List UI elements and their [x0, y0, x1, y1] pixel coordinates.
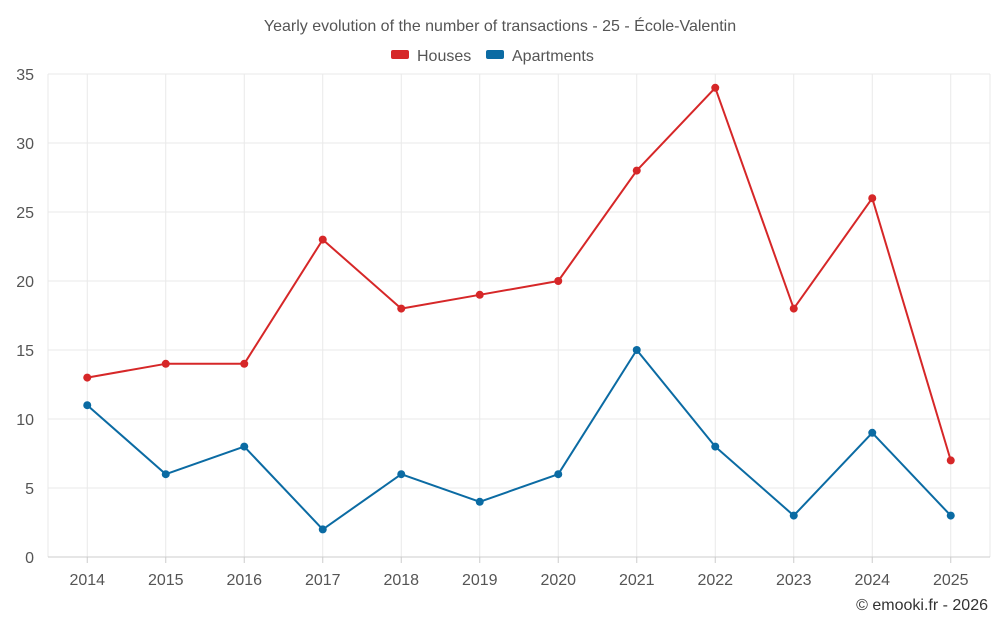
- data-point-apartments[interactable]: [161, 470, 170, 479]
- credit-text: © emooki.fr - 2026: [856, 597, 988, 614]
- y-tick-label: 0: [25, 550, 34, 567]
- series-line-apartments: [86, 349, 952, 531]
- legend-label-apartments: Apartments: [512, 48, 594, 65]
- x-tick-label: 2017: [305, 572, 341, 589]
- x-tick-label: 2016: [226, 572, 262, 589]
- x-tick-label: 2019: [462, 572, 498, 589]
- series-line-houses: [87, 86, 952, 461]
- y-tick-label: 20: [16, 274, 34, 291]
- x-tick-label: 2014: [69, 572, 105, 589]
- data-point-apartments[interactable]: [789, 511, 798, 520]
- x-tick-label: 2018: [383, 572, 419, 589]
- x-tick-label: 2025: [933, 572, 969, 589]
- data-point-apartments[interactable]: [83, 401, 92, 410]
- data-point-houses[interactable]: [789, 304, 798, 313]
- x-tick-label: 2023: [776, 572, 812, 589]
- y-tick-label: 25: [16, 205, 34, 222]
- data-point-apartments[interactable]: [946, 511, 955, 520]
- data-point-apartments[interactable]: [868, 428, 877, 437]
- data-point-houses[interactable]: [946, 456, 955, 465]
- data-point-apartments[interactable]: [318, 525, 327, 534]
- data-point-apartments[interactable]: [632, 346, 641, 354]
- data-point-houses[interactable]: [240, 359, 249, 368]
- chart-title: Yearly evolution of the number of transa…: [264, 16, 736, 35]
- y-tick-label: 35: [16, 67, 34, 84]
- data-point-apartments[interactable]: [240, 442, 249, 451]
- legend-swatch-apartments: [486, 50, 504, 59]
- grid: [47, 73, 991, 558]
- legend-item-houses[interactable]: Houses: [391, 48, 471, 65]
- x-tick-label: 2024: [854, 572, 890, 589]
- x-tick-label: 2015: [148, 572, 184, 589]
- x-tick-label: 2020: [540, 572, 576, 589]
- data-point-houses[interactable]: [632, 166, 641, 175]
- data-point-houses[interactable]: [711, 83, 720, 92]
- y-tick-label: 15: [16, 343, 34, 360]
- y-tick-label: 30: [16, 136, 34, 153]
- data-point-houses[interactable]: [475, 290, 484, 299]
- legend-label-houses: Houses: [417, 48, 471, 65]
- data-point-apartments[interactable]: [554, 470, 563, 479]
- data-point-apartments[interactable]: [397, 470, 406, 479]
- y-axis-ticks: 0 5 10 15 20 25 30 35: [16, 67, 34, 567]
- legend: Houses Apartments: [391, 48, 594, 65]
- data-point-apartments[interactable]: [711, 442, 720, 451]
- data-point-houses[interactable]: [83, 373, 92, 382]
- data-point-houses[interactable]: [868, 194, 877, 203]
- x-tick-label: 2022: [697, 572, 733, 589]
- legend-item-apartments[interactable]: Apartments: [486, 48, 594, 65]
- data-point-houses[interactable]: [554, 277, 563, 285]
- x-axis-ticks: 2014 2015 2016 2017 2018 2019 2020 2021 2022 2023…: [69, 557, 969, 589]
- legend-swatch-houses: [391, 50, 409, 59]
- data-point-apartments[interactable]: [475, 497, 484, 506]
- x-tick-label: 2021: [619, 572, 655, 589]
- data-point-houses[interactable]: [161, 359, 170, 368]
- y-tick-label: 5: [25, 481, 34, 498]
- series-layer: [83, 83, 955, 534]
- y-tick-label: 10: [16, 412, 34, 429]
- data-point-houses[interactable]: [318, 235, 327, 244]
- data-point-houses[interactable]: [397, 304, 406, 313]
